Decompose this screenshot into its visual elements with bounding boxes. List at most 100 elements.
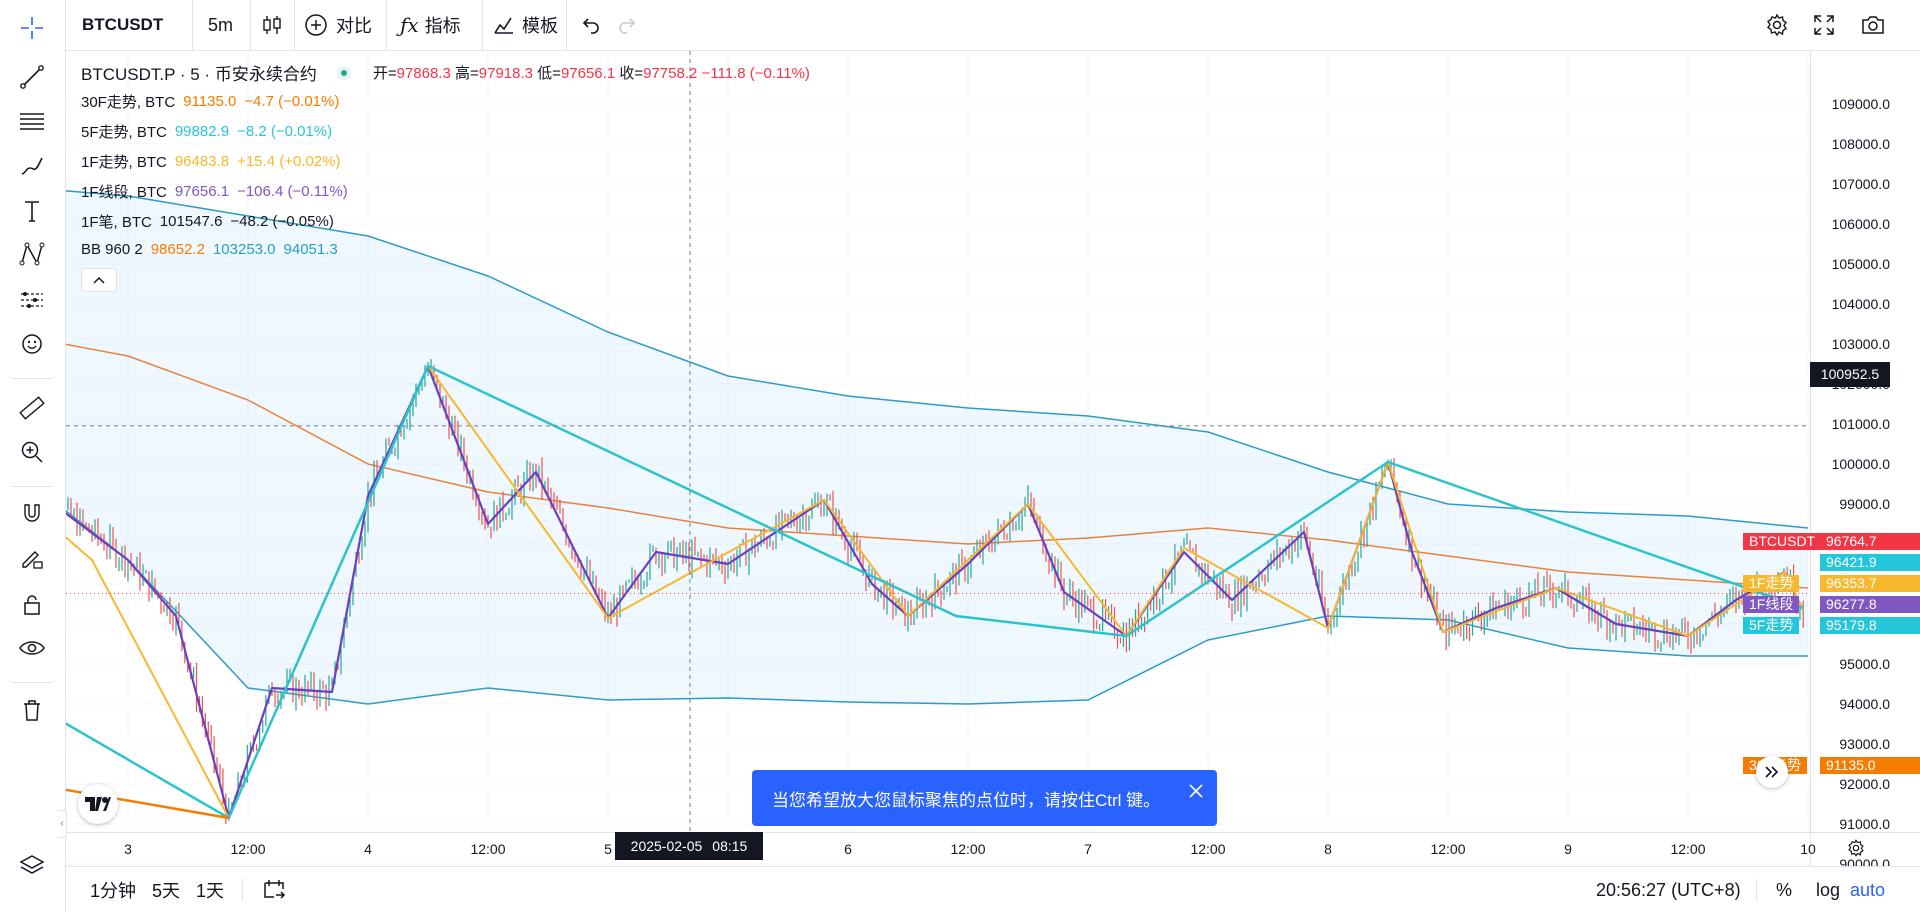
crosshair-tool-icon[interactable] <box>14 10 50 46</box>
collapse-legend-button[interactable] <box>81 268 117 292</box>
bb-upper-value: 103253.0 <box>212 241 276 258</box>
open-value: 97868.3 <box>396 65 451 82</box>
study-legend-5f[interactable]: 5F走势, BTC 99882.9 −8.2 (−0.01%) <box>81 121 332 142</box>
price-tag-name: 5F走势 <box>1743 617 1800 634</box>
study-legend-1f-trend[interactable]: 1F走势, BTC 96483.8 +15.4 (+0.02%) <box>81 151 340 172</box>
settings-button[interactable] <box>1764 0 1790 50</box>
left-panel-handle[interactable]: ‹ <box>58 810 67 838</box>
study-change: −48.2 (−0.05%) <box>230 213 334 230</box>
bollinger-band-fill <box>66 190 1808 704</box>
price-axis-tick: 104000.0 <box>1832 296 1891 312</box>
undo-icon <box>582 18 599 34</box>
screenshot-button[interactable] <box>1860 0 1886 50</box>
study-name: 1F笔, BTC <box>81 214 152 231</box>
price-axis-tick: 106000.0 <box>1832 216 1891 232</box>
gear-icon <box>1848 839 1864 857</box>
templates-chart-icon <box>494 17 513 34</box>
time-axis-tick: 10 <box>1800 841 1816 857</box>
toolbar-divider <box>566 0 567 50</box>
bollinger-basis-line <box>66 343 1809 589</box>
price-tag-value: 95179.8 <box>1820 617 1920 634</box>
templates-button[interactable]: 模板 <box>492 0 558 50</box>
emoji-icon[interactable] <box>14 326 50 362</box>
trend-line-tool-icon[interactable] <box>14 59 50 95</box>
price-chart[interactable]: 109000.0 108000.0 107000.0 106000.0 105000.0… <box>66 51 1920 866</box>
indicators-button[interactable]: ƒx 指标 <box>400 0 461 50</box>
price-axis-tick: 100000.0 <box>1832 456 1891 472</box>
toolbar-divider <box>250 0 251 50</box>
bollinger-lower-line <box>66 509 1808 705</box>
crosshair-price-label: 100952.5 <box>1810 362 1890 387</box>
ruler-icon[interactable] <box>14 390 50 426</box>
goto-date-button[interactable] <box>262 867 286 913</box>
magnet-icon[interactable] <box>14 495 50 531</box>
scroll-to-realtime-button[interactable] <box>1756 756 1788 788</box>
fib-retracement-tool-icon[interactable] <box>14 103 50 139</box>
range-1m-button[interactable]: 1分钟 <box>90 881 137 901</box>
price-tag: BTCUSDT 96764.7 <box>1743 533 1920 550</box>
crosshair-date: 2025-02-05 <box>630 838 703 854</box>
price-tag-name: 1F走势 <box>1743 575 1800 592</box>
price-tag: 1F走势 96353.7 <box>1743 575 1920 592</box>
price-tag: 5F走势 95179.8 <box>1743 617 1920 634</box>
time-axis-settings-button[interactable] <box>1843 836 1869 860</box>
study-name: 5F走势, BTC <box>81 124 167 141</box>
study-value: 96483.8 <box>174 153 230 170</box>
text-tool-icon[interactable] <box>14 193 50 229</box>
redo-icon <box>619 18 636 34</box>
price-axis-tick: 101000.0 <box>1832 416 1891 432</box>
tradingview-logo[interactable] <box>78 784 118 824</box>
study-legend-30f[interactable]: 30F走势, BTC 91135.0 −4.7 (−0.01%) <box>81 91 339 112</box>
study-legend-1f-stroke[interactable]: 1F笔, BTC 101547.6 −48.2 (−0.05%) <box>81 211 334 232</box>
time-axis-tick: 3 <box>124 841 132 857</box>
price-axis-tick: 105000.0 <box>1832 256 1891 272</box>
study-change: −4.7 (−0.01%) <box>244 93 340 110</box>
toolbar-divider <box>294 0 295 50</box>
chart-type-button[interactable] <box>260 0 284 50</box>
zoom-in-icon[interactable] <box>14 434 50 470</box>
gear-icon <box>1767 13 1787 37</box>
clock-timezone[interactable]: 20:56:27 (UTC+8) <box>1596 879 1741 900</box>
price-axis-tick: 99000.0 <box>1839 496 1890 512</box>
study-change: −106.4 (−0.11%) <box>237 183 348 200</box>
compare-button[interactable]: 对比 <box>304 0 372 50</box>
low-value: 97656.1 <box>560 65 616 82</box>
time-axis-tick: 12:00 <box>1670 841 1705 857</box>
price-axis-tick: 90000.0 <box>1839 856 1890 866</box>
indicators-label: 指标 <box>424 16 461 36</box>
double-chevron-right-icon <box>1765 766 1779 778</box>
prediction-tool-icon[interactable] <box>14 282 50 318</box>
study-legend-1f-segment[interactable]: 1F线段, BTC 97656.1 −106.4 (−0.11%) <box>81 181 348 202</box>
auto-scale-toggle[interactable]: auto <box>1850 879 1886 900</box>
price-tag-value: 96764.7 <box>1820 533 1920 550</box>
interval-button[interactable]: 5m <box>208 14 234 35</box>
range-1d-button[interactable]: 1天 <box>196 881 225 901</box>
close-icon[interactable] <box>1189 784 1203 798</box>
price-axis-tick: 108000.0 <box>1832 136 1891 152</box>
fullscreen-button[interactable] <box>1812 0 1836 50</box>
object-tree-icon[interactable] <box>14 848 50 884</box>
line-1f-segment <box>66 364 1805 820</box>
percent-scale-toggle[interactable]: % <box>1776 879 1793 900</box>
undo-button[interactable] <box>580 0 602 50</box>
time-axis-tick: 12:00 <box>1190 841 1225 857</box>
lock-drawing-pencil-icon[interactable] <box>14 540 50 576</box>
brush-tool-icon[interactable] <box>14 148 50 184</box>
price-tag-name: 1F线段 <box>1743 596 1800 613</box>
study-legend-bb[interactable]: BB 960 2 98652.2 103253.0 94051.3 <box>81 241 338 258</box>
trash-icon[interactable] <box>14 692 50 728</box>
left-drawing-toolbar <box>0 0 66 912</box>
time-axis-tick: 8 <box>1324 841 1332 857</box>
lock-icon[interactable] <box>14 586 50 622</box>
range-5d-button[interactable]: 5天 <box>152 881 181 901</box>
study-value: 91135.0 <box>183 93 237 110</box>
symbol-search-button[interactable]: BTCUSDT <box>82 15 164 34</box>
eye-icon[interactable] <box>14 630 50 666</box>
pattern-tool-icon[interactable] <box>14 236 50 272</box>
main-series-title: BTCUSDT.P · 5 · 币安永续合约 <box>81 65 317 84</box>
redo-button[interactable] <box>616 0 638 50</box>
chevron-up-icon <box>93 276 105 284</box>
study-name: 1F走势, BTC <box>81 154 167 171</box>
log-scale-toggle[interactable]: log <box>1816 879 1841 900</box>
time-axis-tick: 12:00 <box>1430 841 1465 857</box>
